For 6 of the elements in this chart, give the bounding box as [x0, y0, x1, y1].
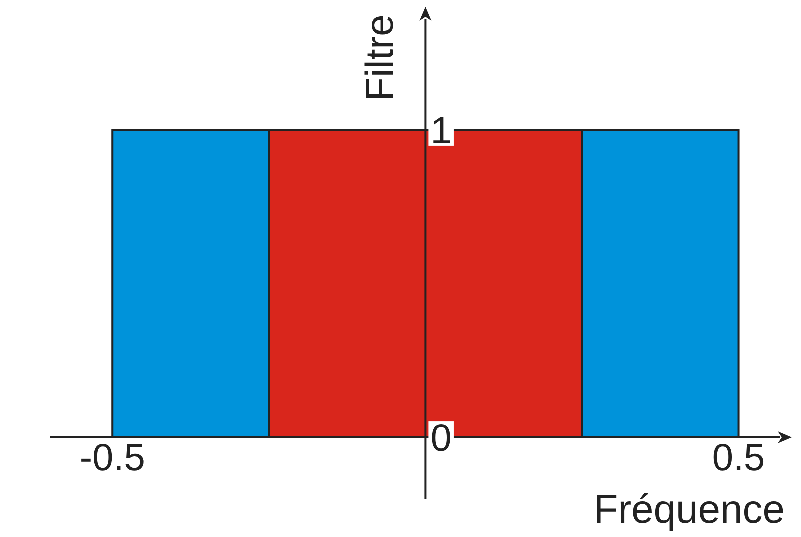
x-tick-label: -0.5 — [80, 438, 146, 480]
x-axis-title: Fréquence — [594, 488, 785, 532]
y-axis-title: Filtre — [359, 14, 402, 102]
y-tick-label: 1 — [430, 110, 452, 153]
x-tick-label: 0.5 — [712, 438, 766, 480]
y-tick-label: 0 — [430, 418, 452, 460]
